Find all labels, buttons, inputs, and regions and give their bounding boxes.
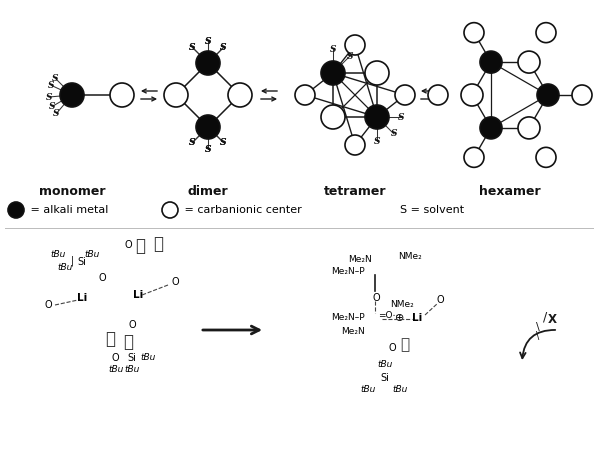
Circle shape (464, 148, 484, 167)
Circle shape (395, 85, 415, 105)
Text: tBu: tBu (141, 353, 155, 362)
Text: Si: Si (380, 373, 389, 383)
Circle shape (518, 117, 540, 139)
Circle shape (164, 83, 188, 107)
Text: \: \ (536, 322, 540, 332)
Text: S: S (205, 36, 211, 45)
Text: Me₂N: Me₂N (341, 327, 365, 336)
Text: tetramer: tetramer (324, 185, 386, 198)
Text: ⊕: ⊕ (395, 313, 404, 323)
Text: S: S (398, 113, 404, 121)
Text: = alkali metal: = alkali metal (27, 205, 108, 215)
Circle shape (8, 202, 24, 218)
Circle shape (321, 61, 345, 85)
Text: tBu: tBu (57, 263, 73, 272)
Text: monomer: monomer (39, 185, 105, 198)
Text: tBu: tBu (361, 385, 376, 394)
Circle shape (295, 85, 315, 105)
Text: tBu: tBu (124, 365, 140, 374)
Circle shape (365, 105, 389, 129)
Text: =O⋯: =O⋯ (378, 311, 401, 320)
Text: ⌢: ⌢ (135, 237, 145, 255)
Text: S: S (48, 81, 54, 90)
Text: S: S (189, 43, 196, 52)
Circle shape (536, 22, 556, 42)
Circle shape (428, 85, 448, 105)
Text: Si: Si (127, 353, 136, 363)
Text: S: S (374, 136, 380, 146)
Circle shape (536, 148, 556, 167)
Text: S: S (205, 144, 211, 154)
Circle shape (480, 51, 502, 73)
Circle shape (60, 83, 84, 107)
Text: Li: Li (133, 290, 143, 300)
Circle shape (461, 84, 483, 106)
Text: S: S (347, 51, 353, 61)
Circle shape (365, 61, 389, 85)
Text: tBu: tBu (377, 360, 393, 369)
Circle shape (518, 51, 540, 73)
Text: |: | (71, 255, 74, 266)
Text: S: S (205, 144, 211, 154)
Text: tBu: tBu (50, 250, 66, 259)
Text: Li: Li (77, 293, 87, 303)
Text: S: S (52, 73, 58, 83)
Text: = carbanionic center: = carbanionic center (181, 205, 302, 215)
Circle shape (480, 117, 502, 139)
Text: O: O (171, 277, 179, 287)
Text: O: O (111, 353, 119, 363)
Text: S: S (46, 92, 53, 101)
Circle shape (196, 115, 220, 139)
Circle shape (345, 35, 365, 55)
Text: X: X (548, 313, 557, 326)
Text: Li: Li (412, 313, 422, 323)
Text: Me₂N–P: Me₂N–P (331, 313, 365, 322)
Text: O: O (128, 320, 136, 330)
Text: Me₂N–P: Me₂N–P (331, 267, 365, 276)
Text: ⌣: ⌣ (401, 337, 410, 352)
Circle shape (162, 202, 178, 218)
Text: ⌣: ⌣ (123, 333, 133, 351)
Text: S = solvent: S = solvent (400, 205, 464, 215)
Text: O: O (372, 293, 380, 303)
Circle shape (196, 51, 220, 75)
Text: tBu: tBu (108, 365, 124, 374)
Text: S: S (220, 138, 227, 147)
Text: tBu: tBu (392, 385, 408, 394)
Circle shape (464, 22, 484, 42)
Text: S: S (189, 43, 196, 52)
Text: S: S (49, 102, 56, 111)
Text: S: S (53, 109, 60, 118)
Text: S: S (189, 138, 196, 147)
Text: hexamer: hexamer (479, 185, 541, 198)
Text: Me₂N: Me₂N (348, 255, 372, 264)
Text: O: O (124, 240, 132, 250)
Text: O: O (44, 300, 52, 310)
Text: ⌣: ⌣ (105, 330, 115, 348)
Text: tBu: tBu (84, 250, 100, 259)
Text: S: S (220, 138, 227, 147)
Text: Si: Si (78, 257, 87, 267)
Text: /: / (543, 310, 547, 323)
Text: NMe₂: NMe₂ (390, 300, 414, 309)
Text: S: S (220, 43, 227, 52)
Text: S: S (189, 138, 196, 147)
Text: \: \ (536, 331, 539, 341)
Text: ⌢: ⌢ (153, 235, 163, 253)
Circle shape (110, 83, 134, 107)
Circle shape (321, 105, 345, 129)
Text: dimer: dimer (188, 185, 228, 198)
Text: O: O (98, 273, 106, 283)
Text: S: S (205, 36, 211, 45)
Circle shape (572, 85, 592, 105)
Circle shape (228, 83, 252, 107)
Text: S: S (329, 44, 336, 54)
Circle shape (345, 135, 365, 155)
Text: O: O (436, 295, 444, 305)
Text: O: O (388, 343, 396, 353)
Circle shape (537, 84, 559, 106)
Text: S: S (390, 129, 397, 139)
Text: NMe₂: NMe₂ (398, 252, 422, 261)
Text: S: S (220, 43, 227, 52)
